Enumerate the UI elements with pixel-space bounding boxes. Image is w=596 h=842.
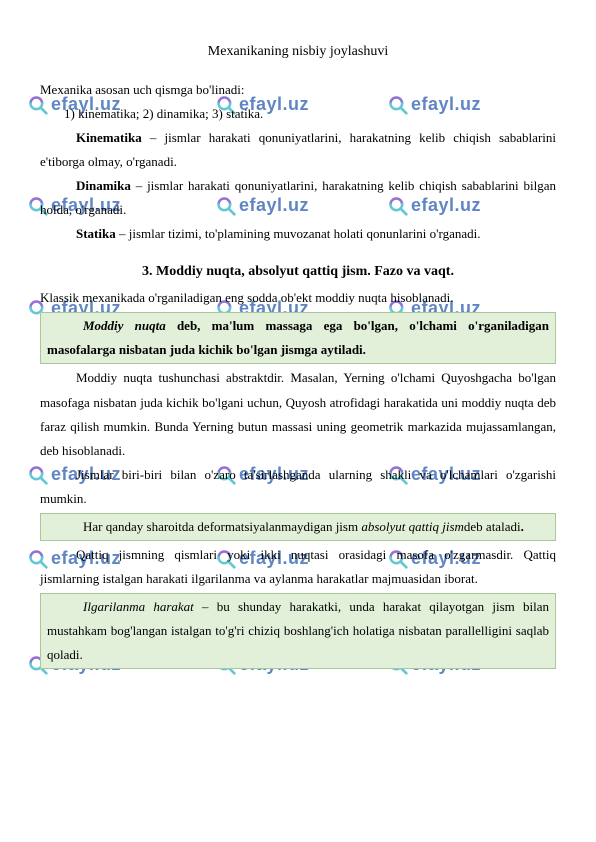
definition-box-moddiy-nuqta: Moddiy nuqta deb, ma'lum massaga ega bo'…	[40, 312, 556, 364]
definition-box-absolyut: Har qanday sharoitda deformatsiyalanmayd…	[40, 513, 556, 541]
term-statika: Statika	[76, 226, 116, 241]
def-absolyut-dot: .	[521, 519, 524, 534]
term-absolyut: absolyut qattiq jism	[361, 519, 464, 534]
term-moddiy-nuqta: Moddiy nuqta	[83, 318, 166, 333]
term-ilgarilanma: Ilgarilanma harakat	[83, 599, 194, 614]
definition-box-ilgarilanma: Ilgarilanma harakat – bu shunday harakat…	[40, 593, 556, 669]
page-title: Mexanikaning nisbiy joylashuvi	[40, 44, 556, 60]
paragraph-klassik: Klassik mexanikada o'rganiladigan eng so…	[40, 286, 556, 310]
def-absolyut-post: deb ataladi	[464, 519, 521, 534]
paragraph-list: 1) kinematika; 2) dinamika; 3) statika.	[40, 102, 556, 126]
paragraph-abstrakt: Moddiy nuqta tushunchasi abstraktdir. Ma…	[40, 366, 556, 462]
term-kinematika: Kinematika	[76, 130, 142, 145]
paragraph-qattiq: Qattiq jismning qismlari yoki ikki nuqta…	[40, 543, 556, 591]
term-dinamika: Dinamika	[76, 178, 131, 193]
def-statika: – jismlar tizimi, to'plamining muvozanat…	[116, 226, 481, 241]
paragraph-statika: Statika – jismlar tizimi, to'plamining m…	[40, 222, 556, 246]
section-heading: 3. Moddiy nuqta, absolyut qattiq jism. F…	[40, 264, 556, 280]
paragraph-tasir: Jismlar biri-biri bilan o'zaro ta'sirlas…	[40, 463, 556, 511]
document-page: Mexanikaning nisbiy joylashuvi Mexanika …	[0, 0, 596, 701]
paragraph-dinamika: Dinamika – jismlar harakati qonuniyatlar…	[40, 174, 556, 222]
paragraph-kinematika: Kinematika – jismlar harakati qonuniyatl…	[40, 126, 556, 174]
paragraph-intro: Mexanika asosan uch qismga bo'linadi:	[40, 78, 556, 102]
def-absolyut-pre: Har qanday sharoitda deformatsiyalanmayd…	[83, 519, 361, 534]
